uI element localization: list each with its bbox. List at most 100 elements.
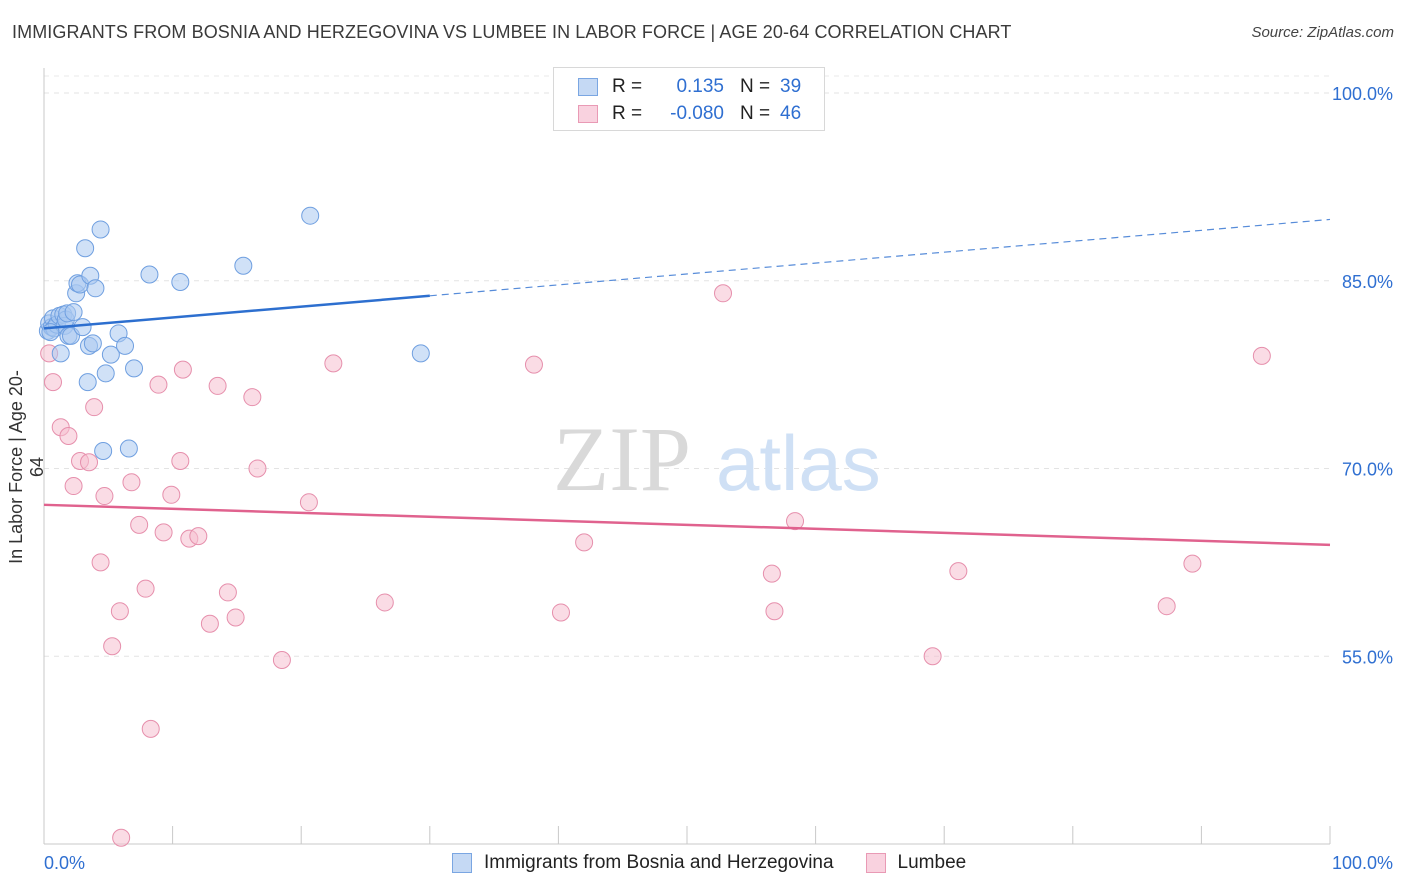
lumbee-point bbox=[575, 533, 594, 552]
lumbee-point bbox=[162, 485, 181, 504]
series-legend: Immigrants from Bosnia and Herzegovina L… bbox=[452, 852, 998, 874]
lumbee-point bbox=[324, 354, 343, 373]
lumbee-point bbox=[765, 602, 784, 621]
watermark-atlas: atlas bbox=[716, 419, 881, 507]
lumbee-point bbox=[110, 602, 129, 621]
lumbee-point bbox=[59, 426, 78, 445]
legend-n-label: N = bbox=[740, 103, 771, 124]
bosnia-point bbox=[411, 344, 430, 363]
chart-title: IMMIGRANTS FROM BOSNIA AND HERZEGOVINA V… bbox=[12, 22, 1012, 42]
lumbee-point bbox=[299, 493, 318, 512]
lumbee-point bbox=[91, 553, 110, 572]
lumbee-point bbox=[786, 512, 805, 531]
legend-swatch-pink bbox=[578, 105, 598, 123]
x-tick-label: 100.0% bbox=[1332, 853, 1393, 873]
y-tick-label: 100.0% bbox=[1332, 84, 1393, 104]
lumbee-point bbox=[208, 376, 227, 395]
bosnia-trend-line bbox=[43, 294, 430, 330]
y-tick-label: 55.0% bbox=[1342, 647, 1393, 667]
legend-item-bosnia: Immigrants from Bosnia and Herzegovina bbox=[452, 852, 834, 874]
lumbee-point bbox=[551, 603, 570, 622]
lumbee-trend-line bbox=[43, 503, 1331, 547]
lumbee-point bbox=[141, 719, 160, 738]
lumbee-point bbox=[64, 477, 83, 496]
lumbee-point bbox=[1157, 597, 1176, 616]
lumbee-point bbox=[226, 608, 245, 627]
lumbee-point bbox=[200, 614, 219, 633]
lumbee-point bbox=[272, 651, 291, 670]
bosnia-point bbox=[91, 220, 110, 239]
bosnia-point bbox=[96, 364, 115, 383]
bosnia-trend-extension bbox=[429, 218, 1331, 297]
lumbee-point bbox=[122, 473, 141, 492]
lumbee-point bbox=[171, 452, 190, 471]
legend-r-value: -0.080 bbox=[670, 103, 724, 124]
legend-n-value: 46 bbox=[780, 103, 802, 124]
lumbee-point bbox=[949, 562, 968, 581]
watermark: ZIP atlas bbox=[553, 408, 881, 510]
x-tick-label: 0.0% bbox=[44, 853, 85, 873]
correlation-legend: R = 0.135 N = 39 R = -0.080 N = 46 bbox=[553, 67, 825, 131]
lumbee-point bbox=[714, 284, 733, 303]
lumbee-point bbox=[154, 523, 173, 542]
bosnia-point bbox=[73, 318, 92, 337]
tick-labels: 55.0% 70.0% 85.0% 100.0% 0.0% 100.0% bbox=[44, 84, 1393, 873]
lumbee-point bbox=[85, 398, 104, 417]
lumbee-point bbox=[136, 579, 155, 598]
lumbee-point bbox=[524, 355, 543, 374]
bosnia-point bbox=[83, 334, 102, 353]
y-tick-label: 85.0% bbox=[1342, 272, 1393, 292]
legend-r-value: 0.135 bbox=[676, 76, 724, 97]
legend-n-label: N = bbox=[740, 76, 771, 97]
legend-swatch-blue bbox=[452, 853, 472, 873]
bosnia-point bbox=[78, 373, 97, 392]
bosnia-point bbox=[86, 279, 105, 298]
lumbee-point bbox=[103, 637, 122, 656]
bosnia-point bbox=[116, 336, 135, 355]
bosnia-point bbox=[94, 441, 113, 460]
lumbee-point bbox=[95, 487, 114, 506]
lumbee-point bbox=[130, 515, 149, 534]
lumbee-point bbox=[1183, 554, 1202, 573]
bosnia-point bbox=[301, 206, 320, 225]
bosnia-point bbox=[171, 273, 190, 292]
grid-lines bbox=[44, 75, 1330, 657]
bosnia-point bbox=[51, 344, 70, 363]
lumbee-point bbox=[248, 459, 267, 478]
bosnia-point bbox=[119, 439, 138, 458]
lumbee-point bbox=[189, 527, 208, 546]
y-tick-label: 70.0% bbox=[1342, 460, 1393, 480]
lumbee-point bbox=[112, 828, 131, 847]
legend-item-lumbee: Lumbee bbox=[865, 852, 967, 874]
trend-lines bbox=[43, 218, 1331, 547]
lumbee-point bbox=[375, 593, 394, 612]
source-label: Source: ZipAtlas.com bbox=[1251, 24, 1394, 41]
legend-n-value: 39 bbox=[780, 76, 802, 97]
lumbee-point bbox=[149, 375, 168, 394]
bosnia-point bbox=[101, 345, 120, 364]
lumbee-point bbox=[923, 647, 942, 666]
lumbee-point bbox=[762, 564, 781, 583]
watermark-zip: ZIP bbox=[553, 408, 691, 510]
data-points bbox=[38, 206, 1271, 847]
legend-swatch-blue bbox=[578, 78, 598, 96]
legend-r-label: R = bbox=[612, 76, 643, 97]
bosnia-point bbox=[64, 303, 83, 322]
bosnia-point bbox=[125, 359, 144, 378]
legend-label-lumbee: Lumbee bbox=[897, 852, 967, 873]
legend-swatch-pink bbox=[865, 853, 886, 873]
legend-r-label: R = bbox=[612, 103, 643, 124]
legend-label-bosnia: Immigrants from Bosnia and Herzegovina bbox=[484, 852, 834, 873]
bosnia-point bbox=[76, 239, 95, 258]
bosnia-point bbox=[140, 265, 159, 284]
lumbee-point bbox=[1252, 346, 1271, 365]
legend-row-lumbee: R = -0.080 N = 46 bbox=[578, 102, 801, 126]
bosnia-point bbox=[234, 256, 253, 275]
lumbee-point bbox=[80, 453, 99, 472]
axes bbox=[43, 68, 1331, 845]
y-axis-label: In Labor Force | Age 20-64 bbox=[6, 370, 47, 564]
lumbee-point bbox=[243, 388, 262, 407]
lumbee-point bbox=[44, 373, 63, 392]
lumbee-point bbox=[218, 583, 237, 602]
